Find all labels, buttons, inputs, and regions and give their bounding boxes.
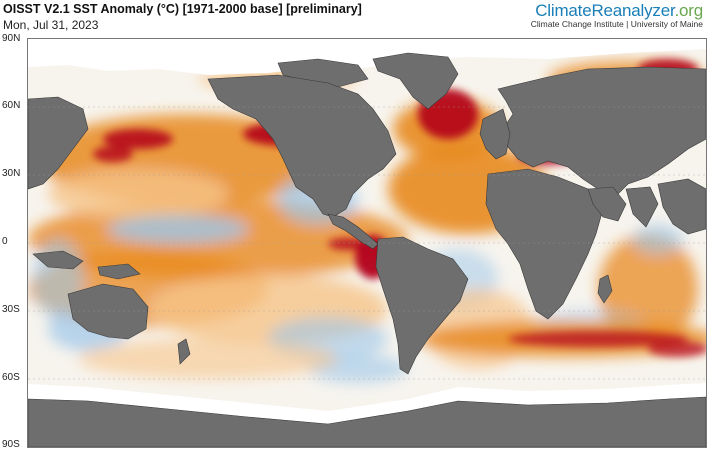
western-europe — [479, 108, 511, 160]
central-america — [327, 213, 379, 250]
southeast-asia — [657, 178, 706, 235]
south-america — [375, 236, 469, 375]
africa — [485, 168, 604, 320]
indonesia — [32, 250, 84, 270]
land-masses — [28, 52, 706, 447]
lat-label-30n: 30N — [2, 168, 21, 179]
lat-label-60n: 60N — [2, 100, 21, 111]
lat-label-0: 0 — [2, 236, 8, 247]
arctic-archipelago — [277, 58, 369, 88]
brand-block: ClimateReanalyzer.org Climate Change Ins… — [531, 1, 703, 29]
india — [625, 186, 659, 228]
antarctica — [28, 396, 706, 447]
greenland — [372, 52, 459, 110]
brand-subtitle: Climate Change Institute | University of… — [530, 19, 703, 29]
brand-logo[interactable]: ClimateReanalyzer.org — [531, 1, 703, 21]
sst-anomaly-map — [27, 38, 707, 448]
australia — [67, 283, 149, 340]
lat-label-90s: 90S — [2, 439, 20, 450]
brand-logo-suffix: .org — [674, 1, 704, 20]
north-america — [207, 74, 397, 218]
lat-label-30s: 30S — [2, 304, 20, 315]
graticule — [28, 106, 706, 380]
new-guinea — [97, 263, 141, 280]
east-asia — [28, 96, 89, 190]
lat-label-90n: 90N — [2, 33, 21, 44]
map-title: OISST V2.1 SST Anomaly (°C) [1971-2000 b… — [3, 2, 362, 16]
lat-label-60s: 60S — [2, 372, 20, 383]
brand-logo-main: ClimateReanalyzer — [535, 1, 675, 20]
new-zealand — [177, 338, 191, 365]
map-date: Mon, Jul 31, 2023 — [3, 18, 99, 32]
arabia — [587, 186, 627, 222]
map-canvas — [28, 39, 706, 447]
madagascar — [597, 274, 613, 304]
